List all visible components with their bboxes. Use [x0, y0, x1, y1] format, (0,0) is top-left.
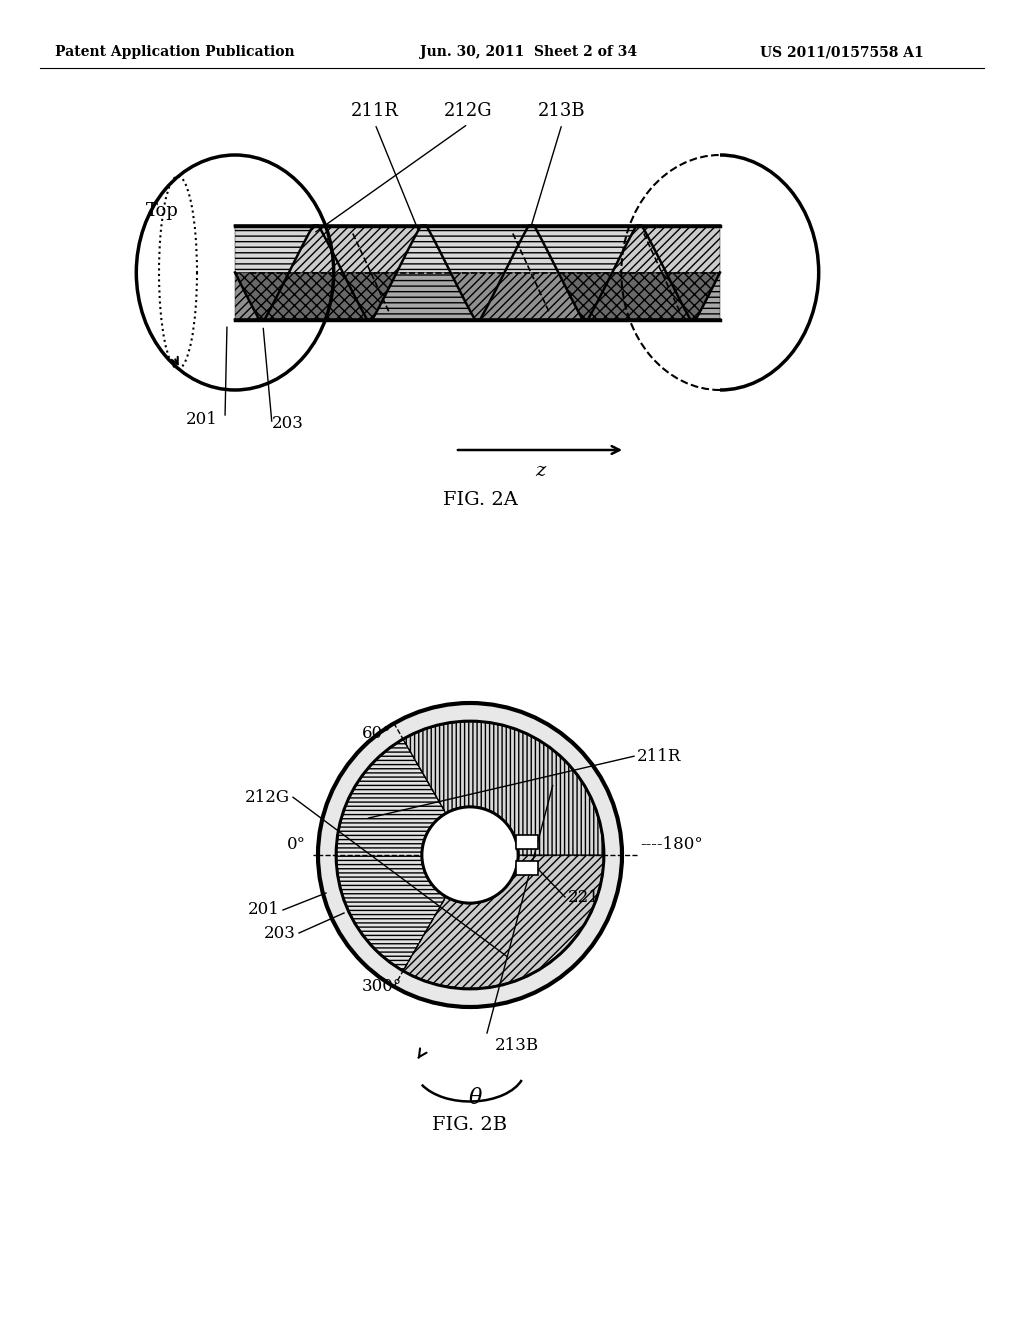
Text: 203: 203: [272, 416, 304, 433]
Text: 212G: 212G: [443, 102, 493, 120]
Text: 211R: 211R: [351, 102, 399, 120]
Text: z: z: [535, 462, 545, 480]
Text: Patent Application Publication: Patent Application Publication: [55, 45, 295, 59]
Bar: [516, 836, 538, 849]
Text: US 2011/0157558 A1: US 2011/0157558 A1: [760, 45, 924, 59]
Wedge shape: [403, 855, 603, 987]
Text: 201: 201: [186, 412, 218, 429]
Text: ----180°: ----180°: [640, 836, 702, 853]
Text: 0°: 0°: [287, 836, 306, 853]
Wedge shape: [337, 739, 445, 970]
Text: 221: 221: [568, 888, 600, 906]
Wedge shape: [403, 722, 603, 855]
Bar: [516, 861, 538, 875]
Text: 213B: 213B: [539, 102, 586, 120]
Circle shape: [318, 704, 622, 1007]
Text: FIG. 2B: FIG. 2B: [432, 1115, 508, 1134]
Text: 211R: 211R: [637, 747, 681, 764]
Text: 201: 201: [248, 902, 280, 919]
Text: FIG. 2A: FIG. 2A: [442, 491, 517, 510]
Text: 300°: 300°: [361, 978, 401, 995]
Circle shape: [422, 807, 518, 903]
Text: Jun. 30, 2011  Sheet 2 of 34: Jun. 30, 2011 Sheet 2 of 34: [420, 45, 637, 59]
Text: 213B: 213B: [495, 1038, 539, 1053]
Text: Top: Top: [145, 202, 178, 220]
Text: 60°: 60°: [362, 726, 391, 742]
Text: θ: θ: [468, 1086, 481, 1109]
Text: 212G: 212G: [245, 789, 290, 805]
Text: 203: 203: [264, 924, 296, 941]
